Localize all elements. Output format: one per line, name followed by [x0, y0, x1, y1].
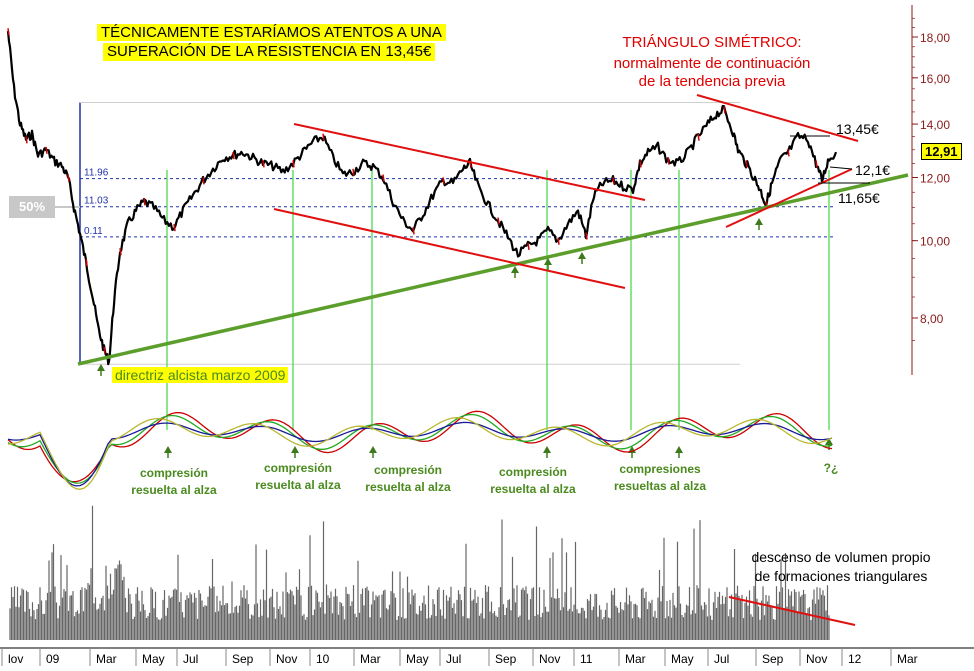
- fib-level-label: 11.03: [84, 196, 109, 207]
- support-label: 11,65€: [838, 190, 880, 206]
- compression-3-line-2: resuelta al alza: [365, 479, 451, 494]
- x-tick-label: Mar: [625, 652, 646, 666]
- x-tick-label: 12: [848, 652, 862, 666]
- x-tick-label: Sep: [495, 652, 517, 666]
- level-label: 12,1€: [855, 162, 891, 178]
- trendline-march-2009: [77, 173, 909, 366]
- title-line-2: SUPERACIÓN DE LA RESISTENCIA EN 13,45€: [103, 43, 436, 61]
- triangle-lower-line: [725, 168, 853, 228]
- oscillator-arrow: [543, 446, 551, 453]
- y-tick-label: 12,00: [920, 172, 950, 186]
- x-tick-label: Jul: [183, 652, 198, 666]
- price-arrow: [578, 252, 586, 259]
- question-label: ?¿: [823, 461, 839, 475]
- price-down-candles: [7, 28, 818, 354]
- title-annotation: TÉCNICAMENTE ESTARÍAMOS ATENTOS A UNA SU…: [97, 24, 446, 62]
- x-tick-label: 10: [316, 652, 330, 666]
- compression-1-line-2: resuelta al alza: [131, 482, 217, 497]
- compression-5-line-2: resueltas al alza: [613, 478, 707, 493]
- trend-lines: [77, 94, 909, 366]
- x-tick-label: Sep: [232, 652, 254, 666]
- compression-1-line-1: compresión: [139, 466, 208, 480]
- y-tick-label: 18,00: [920, 31, 950, 45]
- x-tick-label: Mar: [897, 652, 918, 666]
- x-tick-label: Nov: [276, 652, 297, 666]
- compression-label-5: compresiones resueltas al alza: [600, 462, 720, 494]
- compression-5-line-1: compresiones: [619, 462, 701, 476]
- price-series: [6, 28, 838, 366]
- x-tick-label: 09: [46, 652, 60, 666]
- x-tick-label: Nov: [806, 652, 827, 666]
- channel-upper-line: [293, 123, 646, 201]
- trendline-label: directriz alcista marzo 2009: [112, 367, 289, 384]
- oscillator-red: [7, 410, 833, 483]
- channel-lower-line: [273, 208, 626, 289]
- compression-2-line-2: resuelta al alza: [255, 477, 341, 492]
- oscillator-green: [7, 413, 833, 484]
- x-tick-label: Mar: [96, 652, 117, 666]
- x-tick-label: Mar: [360, 652, 381, 666]
- oscillator-arrow: [291, 446, 299, 453]
- compression-label-1: compresión resuelta al alza: [118, 466, 230, 498]
- compression-3-line-1: compresión: [373, 463, 442, 477]
- volume-panel: [9, 505, 856, 640]
- title-line-1: TÉCNICAMENTE ESTARÍAMOS ATENTOS A UNA: [97, 24, 446, 42]
- fib-level-label: 0.11: [84, 226, 103, 237]
- triangle-sub-1: normalmente de continuación: [613, 55, 811, 73]
- retracement-badge: 50%: [9, 196, 55, 218]
- oscillator-arrow: [825, 438, 833, 445]
- triangle-annotation: TRIÁNGULO SIMÉTRICO: normalmente de cont…: [592, 34, 832, 90]
- fibonacci-levels: 11.96 11.03 0.11: [55, 101, 835, 365]
- price-arrow: [97, 364, 105, 371]
- axes: 8,00 10,00 12,00 14,00 16,00 18,00 lov 09 Mar May…: [0, 5, 974, 666]
- compression-label-2: compresión resuelta al alza: [242, 461, 354, 493]
- x-tick-label: Jul: [446, 652, 461, 666]
- x-tick-label: Jul: [714, 652, 729, 666]
- compression-2-line-1: compresión: [263, 461, 332, 475]
- fib-level-label: 11.96: [84, 168, 109, 179]
- volume-bars: [9, 505, 830, 640]
- oscillator-arrow: [164, 446, 172, 453]
- y-tick-label: 10,00: [920, 235, 950, 249]
- y-tick-label: 16,00: [920, 72, 950, 86]
- resistance-label: 13,45€: [836, 121, 879, 137]
- price-arrow: [755, 218, 763, 225]
- signal-arrows: [97, 218, 833, 458]
- triangle-upper-line: [696, 94, 859, 142]
- x-tick-label: Nov: [539, 652, 560, 666]
- reference-vertical-lines: [166, 170, 830, 430]
- x-tick-label: lov: [8, 652, 23, 666]
- x-tick-label: May: [406, 652, 429, 666]
- oscillator-yellow: [7, 417, 833, 490]
- compression-label-3: compresión resuelta al alza: [352, 463, 464, 495]
- last-price-badge: 12,91: [921, 143, 962, 160]
- oscillator-blue: [7, 421, 833, 487]
- price-arrow: [544, 258, 552, 265]
- x-tick-label: 11: [580, 652, 593, 666]
- volume-note-line-2: de formaciones triangulares: [754, 568, 928, 585]
- oscillator-arrow: [675, 446, 683, 453]
- oscillator-panel: [7, 410, 833, 490]
- volume-note-line-1: descenso de volumen propio: [751, 549, 931, 565]
- level-tick: [829, 166, 853, 170]
- volume-decline-line: [728, 596, 856, 626]
- x-tick-label: May: [671, 652, 694, 666]
- triangle-sub-2: de la tendencia previa: [638, 72, 786, 90]
- x-tick-label: May: [142, 652, 165, 666]
- x-tick-label: Sep: [762, 652, 784, 666]
- compression-4-line-1: compresión: [498, 465, 567, 479]
- y-tick-label: 14,00: [920, 118, 950, 132]
- y-tick-label: 8,00: [920, 312, 944, 326]
- price-arrow: [511, 266, 519, 273]
- oscillator-arrow: [369, 446, 377, 453]
- compression-4-line-2: resuelta al alza: [490, 481, 576, 496]
- triangle-title: TRIÁNGULO SIMÉTRICO:: [622, 34, 802, 51]
- volume-annotation: descenso de volumen propio de formacione…: [716, 549, 966, 584]
- compression-label-4: compresión resuelta al alza: [477, 465, 589, 497]
